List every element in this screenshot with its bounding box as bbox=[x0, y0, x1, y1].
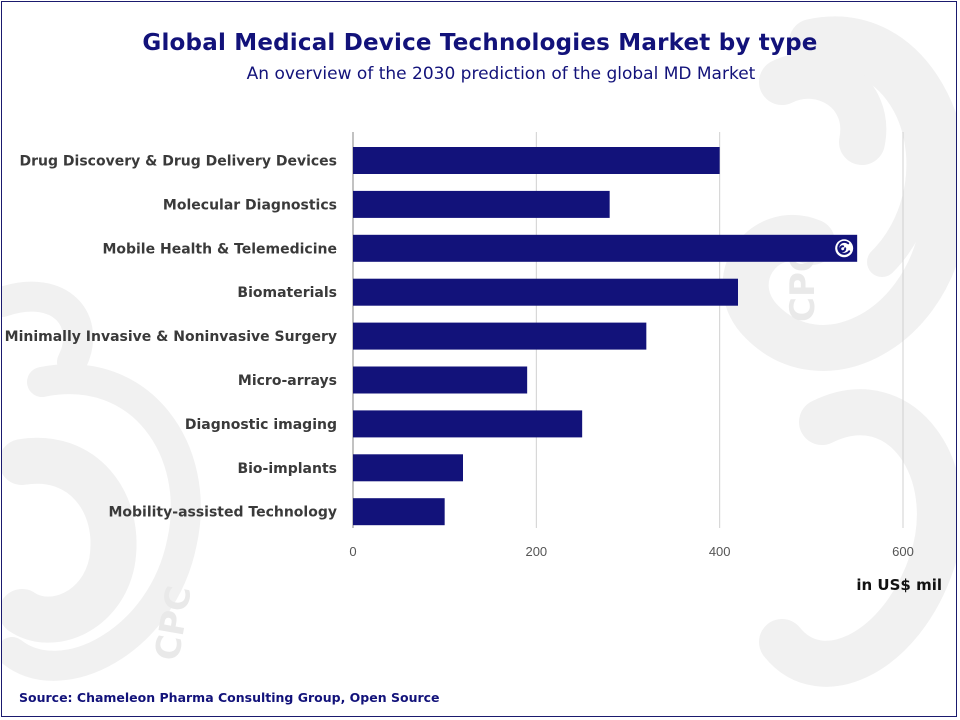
source-note: Source: Chameleon Pharma Consulting Grou… bbox=[19, 690, 440, 705]
category-label: Molecular Diagnostics bbox=[163, 197, 337, 213]
bar bbox=[353, 322, 647, 350]
x-tick-label: 400 bbox=[709, 544, 731, 559]
watermark-swirl bbox=[2, 364, 201, 681]
bar bbox=[353, 190, 610, 218]
chameleon-logo-icon bbox=[835, 239, 854, 258]
chart-title: Global Medical Device Technologies Marke… bbox=[142, 30, 818, 56]
category-label: Minimally Invasive & Noninvasive Surgery bbox=[5, 329, 337, 345]
category-label: Mobility-assisted Technology bbox=[108, 505, 337, 521]
category-label: Drug Discovery & Drug Delivery Devices bbox=[20, 154, 337, 170]
watermark-swirl bbox=[759, 52, 887, 165]
category-label: Micro-arrays bbox=[238, 373, 337, 389]
logo-swirl bbox=[837, 240, 851, 255]
category-label: Bio-implants bbox=[237, 461, 337, 477]
bar bbox=[353, 454, 463, 482]
x-tick-label: 600 bbox=[892, 544, 914, 559]
bar bbox=[353, 147, 720, 174]
bar bbox=[353, 366, 528, 394]
bar bbox=[353, 234, 858, 262]
watermark-swirl bbox=[759, 389, 956, 687]
category-label: Biomaterials bbox=[237, 285, 337, 301]
bar bbox=[353, 410, 583, 438]
category-label: Mobile Health & Telemedicine bbox=[102, 241, 337, 257]
watermark-swirl bbox=[847, 47, 937, 277]
x-tick-label: 0 bbox=[349, 544, 356, 559]
watermark-swirl bbox=[2, 437, 137, 643]
bar bbox=[353, 278, 738, 306]
watermark-swirl bbox=[2, 281, 94, 377]
x-axis-unit-label: in US$ mil bbox=[856, 576, 942, 594]
bar bbox=[353, 498, 445, 526]
x-tick-labels: 0 200 400 600 bbox=[349, 544, 913, 559]
category-label: Diagnostic imaging bbox=[185, 417, 337, 433]
category-labels: Drug Discovery & Drug Delivery Devices Mo… bbox=[5, 154, 337, 521]
chart-subtitle: An overview of the 2030 prediction of th… bbox=[246, 64, 756, 84]
x-tick-label: 200 bbox=[525, 544, 547, 559]
bar-series bbox=[353, 147, 858, 526]
watermark-swirl bbox=[722, 16, 956, 371]
